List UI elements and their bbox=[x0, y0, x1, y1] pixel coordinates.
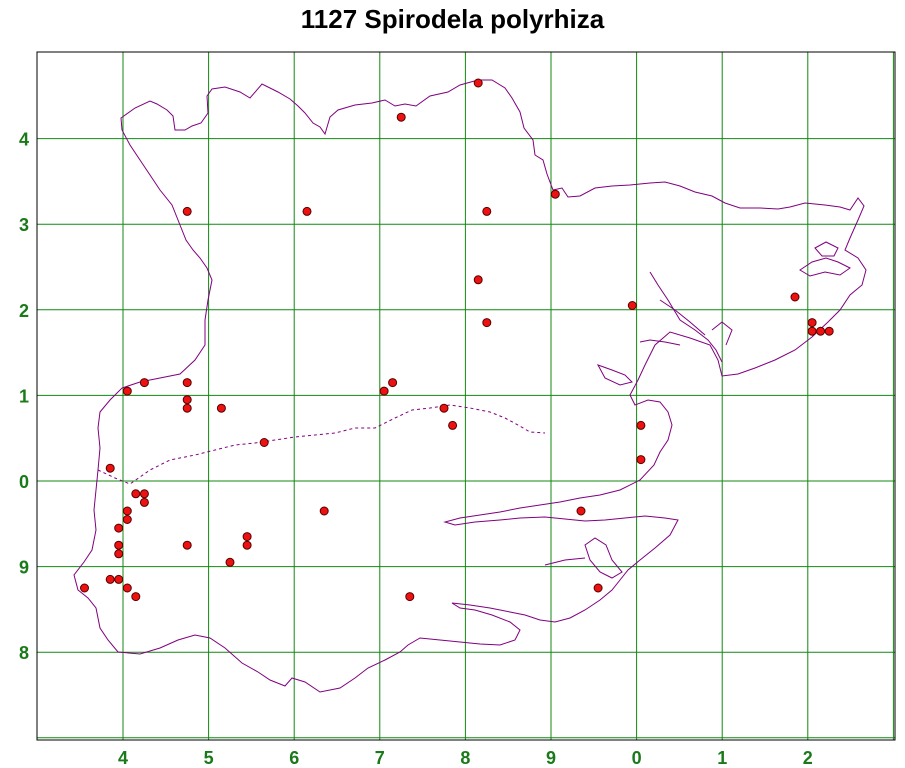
record-dot bbox=[182, 403, 192, 413]
record-dot bbox=[388, 378, 398, 388]
record-dot bbox=[114, 574, 124, 584]
grid-lines bbox=[37, 52, 895, 740]
record-dot bbox=[182, 378, 192, 388]
record-dot bbox=[439, 403, 449, 413]
record-dots bbox=[80, 78, 834, 602]
record-dot bbox=[122, 515, 132, 524]
record-dot bbox=[482, 206, 492, 216]
record-dot bbox=[105, 574, 115, 584]
record-dot bbox=[636, 455, 646, 465]
estuary-channel bbox=[596, 364, 633, 386]
county-outline bbox=[73, 79, 867, 693]
record-dot bbox=[405, 592, 415, 602]
admin-boundary bbox=[97, 404, 546, 485]
record-dot bbox=[807, 318, 817, 328]
record-dot bbox=[114, 540, 124, 550]
record-dot bbox=[131, 592, 141, 602]
record-dot bbox=[473, 78, 483, 88]
y-tick-label: 4 bbox=[19, 130, 29, 150]
record-dot bbox=[182, 395, 192, 405]
record-dot bbox=[396, 112, 406, 122]
y-tick-label: 2 bbox=[19, 301, 29, 321]
x-tick-label: 0 bbox=[632, 748, 642, 768]
y-tick-label: 9 bbox=[19, 558, 29, 578]
estuary-channel bbox=[584, 537, 623, 579]
record-dot bbox=[576, 506, 586, 516]
x-tick-label: 4 bbox=[118, 748, 128, 768]
record-dot bbox=[302, 206, 312, 216]
y-tick-label: 3 bbox=[19, 215, 29, 235]
record-dot bbox=[182, 540, 192, 550]
record-dot bbox=[131, 489, 141, 499]
record-dot bbox=[139, 497, 149, 507]
record-dot bbox=[379, 386, 389, 396]
record-dot bbox=[593, 583, 603, 593]
record-dot bbox=[216, 403, 226, 413]
y-tick-label: 1 bbox=[19, 386, 29, 406]
estuary-channel bbox=[711, 321, 733, 346]
x-tick-label: 8 bbox=[460, 748, 470, 768]
record-dot bbox=[80, 583, 89, 593]
record-dot bbox=[824, 326, 834, 336]
record-dot bbox=[114, 549, 124, 559]
x-tick-label: 2 bbox=[803, 748, 813, 768]
record-dot bbox=[636, 420, 646, 430]
x-tick-label: 9 bbox=[546, 748, 556, 768]
estuary-channel bbox=[649, 271, 723, 363]
estuary-channel bbox=[814, 241, 839, 257]
x-tick-label: 1 bbox=[717, 748, 727, 768]
x-tick-label: 5 bbox=[204, 748, 214, 768]
record-dot bbox=[114, 523, 124, 533]
y-tick-label: 0 bbox=[19, 472, 29, 492]
estuary-channel bbox=[659, 299, 706, 336]
estuary-channel bbox=[799, 257, 851, 277]
record-dot bbox=[139, 378, 149, 388]
record-dot bbox=[816, 326, 826, 336]
record-dot bbox=[627, 301, 637, 310]
record-dot bbox=[122, 386, 132, 396]
record-dot bbox=[105, 463, 115, 473]
estuary-channel bbox=[639, 339, 681, 346]
record-dot bbox=[790, 292, 800, 302]
estuary-channel bbox=[544, 557, 586, 566]
record-dot bbox=[473, 275, 483, 285]
record-dot bbox=[139, 489, 149, 499]
record-dot bbox=[182, 206, 192, 216]
map-title: 1127 Spirodela polyrhiza bbox=[300, 4, 605, 34]
record-dot bbox=[259, 438, 269, 447]
record-dot bbox=[122, 506, 132, 516]
x-tick-label: 7 bbox=[375, 748, 385, 768]
x-tick-labels: 4 5 6 7 8 9 0 1 2 bbox=[118, 748, 813, 768]
record-dot bbox=[807, 326, 817, 336]
record-dot bbox=[550, 189, 560, 199]
record-dot bbox=[242, 540, 252, 550]
x-tick-label: 6 bbox=[289, 748, 299, 768]
map-frame bbox=[36, 51, 896, 741]
record-dot bbox=[482, 318, 492, 328]
record-dot bbox=[319, 506, 329, 516]
record-dot bbox=[225, 557, 235, 567]
y-tick-label: 8 bbox=[19, 643, 29, 663]
record-dot bbox=[122, 583, 132, 593]
map-border bbox=[36, 51, 896, 741]
record-dot bbox=[242, 532, 252, 542]
record-dot bbox=[448, 420, 458, 430]
coastline bbox=[73, 79, 867, 693]
